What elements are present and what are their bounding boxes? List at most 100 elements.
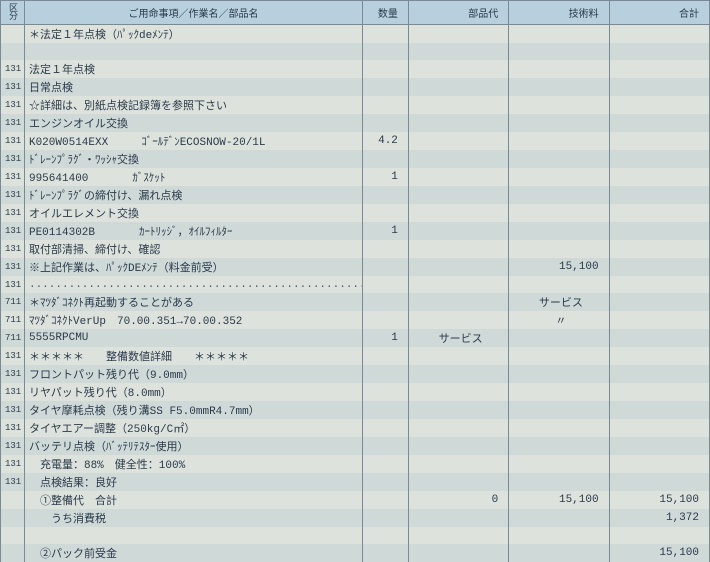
cell-parts-cost bbox=[408, 544, 508, 562]
cell-tech-fee bbox=[509, 168, 609, 186]
cell-quantity bbox=[363, 365, 409, 383]
cell-quantity bbox=[363, 258, 409, 276]
cell-description: ＊＊＊＊＊ 整備数値詳細 ＊＊＊＊＊ bbox=[24, 347, 362, 365]
header-total: 合計 bbox=[609, 1, 709, 25]
cell-kubun: 131 bbox=[1, 473, 25, 491]
header-tech-fee: 技術料 bbox=[509, 1, 609, 25]
cell-kubun: 131 bbox=[1, 419, 25, 437]
cell-parts-cost bbox=[408, 258, 508, 276]
cell-total bbox=[609, 60, 709, 78]
cell-tech-fee bbox=[509, 60, 609, 78]
cell-total bbox=[609, 150, 709, 168]
cell-description: ﾏﾂﾀﾞｺﾈｸﾄVerUp 70.00.351→70.00.352 bbox=[24, 311, 362, 329]
table-row: 131 点検結果：良好 bbox=[1, 473, 710, 491]
cell-parts-cost bbox=[408, 78, 508, 96]
cell-tech-fee bbox=[509, 401, 609, 419]
cell-total bbox=[609, 455, 709, 473]
cell-parts-cost bbox=[408, 204, 508, 222]
table-row: 131法定１年点検 bbox=[1, 60, 710, 78]
table-row: 131ﾄﾞﾚｰﾝﾌﾟﾗｸﾞの締付け、漏れ点検 bbox=[1, 186, 710, 204]
cell-quantity bbox=[363, 473, 409, 491]
cell-kubun bbox=[1, 25, 25, 44]
cell-description: K020W0514EXX ｺﾞｰﾙﾃﾞﾝECOSNOW-20/1L bbox=[24, 132, 362, 150]
cell-tech-fee bbox=[509, 509, 609, 527]
cell-tech-fee bbox=[509, 78, 609, 96]
table-row: 131取付部清掃、締付け、確認 bbox=[1, 240, 710, 258]
cell-total bbox=[609, 96, 709, 114]
cell-kubun bbox=[1, 544, 25, 562]
header-parts-cost: 部品代 bbox=[408, 1, 508, 25]
cell-description: 充電量：88% 健全性：100% bbox=[24, 455, 362, 473]
table-row: 711＊ﾏﾂﾀﾞｺﾈｸﾄ再起動することがあるサービス bbox=[1, 293, 710, 311]
cell-description: ﾄﾞﾚｰﾝﾌﾟﾗｸﾞの締付け、漏れ点検 bbox=[24, 186, 362, 204]
cell-tech-fee: 〃 bbox=[509, 311, 609, 329]
cell-quantity bbox=[363, 204, 409, 222]
table-row: ＊法定１年点検（ﾊﾟｯｸdeﾒﾝﾃ） bbox=[1, 25, 710, 44]
table-body: ＊法定１年点検（ﾊﾟｯｸdeﾒﾝﾃ）131法定１年点検131日常点検131☆詳細… bbox=[1, 25, 710, 562]
cell-total: 1,372 bbox=[609, 509, 709, 527]
table-row: 131フロントパット残り代（9.0mm） bbox=[1, 365, 710, 383]
cell-kubun: 131 bbox=[1, 222, 25, 240]
cell-total bbox=[609, 25, 709, 44]
cell-parts-cost: 0 bbox=[408, 491, 508, 509]
cell-total bbox=[609, 186, 709, 204]
cell-quantity: 4.2 bbox=[363, 132, 409, 150]
cell-kubun bbox=[1, 491, 25, 509]
cell-description: オイルエレメント交換 bbox=[24, 204, 362, 222]
cell-total bbox=[609, 204, 709, 222]
cell-quantity bbox=[363, 293, 409, 311]
cell-parts-cost bbox=[408, 455, 508, 473]
cell-kubun: 131 bbox=[1, 96, 25, 114]
table-row: 711ﾏﾂﾀﾞｺﾈｸﾄVerUp 70.00.351→70.00.352 〃 bbox=[1, 311, 710, 329]
cell-tech-fee bbox=[509, 150, 609, 168]
cell-total bbox=[609, 222, 709, 240]
cell-tech-fee bbox=[509, 365, 609, 383]
cell-quantity bbox=[363, 25, 409, 44]
cell-parts-cost bbox=[408, 401, 508, 419]
cell-parts-cost bbox=[408, 276, 508, 293]
cell-tech-fee bbox=[509, 96, 609, 114]
cell-quantity bbox=[363, 240, 409, 258]
header-kubun: 区分 bbox=[1, 1, 25, 25]
cell-parts-cost: サービス bbox=[408, 329, 508, 347]
cell-quantity bbox=[363, 150, 409, 168]
cell-kubun: 131 bbox=[1, 114, 25, 132]
cell-description: 5555RPCMU bbox=[24, 329, 362, 347]
cell-parts-cost bbox=[408, 527, 508, 544]
cell-description: タイヤエアー調整（250kg/C㎡） bbox=[24, 419, 362, 437]
cell-kubun: 131 bbox=[1, 150, 25, 168]
table-row bbox=[1, 527, 710, 544]
cell-quantity bbox=[363, 186, 409, 204]
cell-total bbox=[609, 437, 709, 455]
cell-tech-fee bbox=[509, 455, 609, 473]
table-row: 131＊＊＊＊＊ 整備数値詳細 ＊＊＊＊＊ bbox=[1, 347, 710, 365]
cell-total bbox=[609, 401, 709, 419]
table-row: 131PE0114302B ｶｰﾄﾘｯｼﾞ，ｵｲﾙﾌｨﾙﾀｰ1 bbox=[1, 222, 710, 240]
cell-description: タイヤ摩耗点検（残り溝SS F5.0mmR4.7mm） bbox=[24, 401, 362, 419]
cell-description: 点検結果：良好 bbox=[24, 473, 362, 491]
cell-description: うち消費税 bbox=[24, 509, 362, 527]
cell-tech-fee bbox=[509, 222, 609, 240]
cell-quantity bbox=[363, 527, 409, 544]
cell-parts-cost bbox=[408, 240, 508, 258]
table-row: 131☆詳細は、別紙点検記録簿を参照下さい bbox=[1, 96, 710, 114]
table-row: 131オイルエレメント交換 bbox=[1, 204, 710, 222]
cell-quantity bbox=[363, 276, 409, 293]
cell-kubun: 131 bbox=[1, 186, 25, 204]
header-row: 区分 ご用命事項／作業名／部品名 数量 部品代 技術料 合計 bbox=[1, 1, 710, 25]
cell-kubun: 131 bbox=[1, 60, 25, 78]
table-row: ①整備代 合計015,10015,100 bbox=[1, 491, 710, 509]
cell-parts-cost bbox=[408, 60, 508, 78]
cell-parts-cost bbox=[408, 437, 508, 455]
cell-tech-fee bbox=[509, 240, 609, 258]
cell-total bbox=[609, 311, 709, 329]
cell-tech-fee: 15,100 bbox=[509, 258, 609, 276]
cell-tech-fee bbox=[509, 132, 609, 150]
cell-description: エンジンオイル交換 bbox=[24, 114, 362, 132]
table-row: 131バッテリ点検（ﾊﾞｯﾃﾘﾃｽﾀｰ使用） bbox=[1, 437, 710, 455]
cell-kubun: 711 bbox=[1, 311, 25, 329]
cell-kubun bbox=[1, 43, 25, 60]
cell-kubun: 131 bbox=[1, 240, 25, 258]
cell-tech-fee bbox=[509, 329, 609, 347]
cell-parts-cost bbox=[408, 132, 508, 150]
